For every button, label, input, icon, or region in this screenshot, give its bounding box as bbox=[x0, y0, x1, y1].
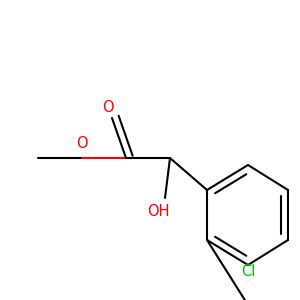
Text: Cl: Cl bbox=[241, 265, 255, 280]
Text: O: O bbox=[76, 136, 88, 151]
Text: OH: OH bbox=[147, 205, 169, 220]
Text: O: O bbox=[102, 100, 114, 116]
